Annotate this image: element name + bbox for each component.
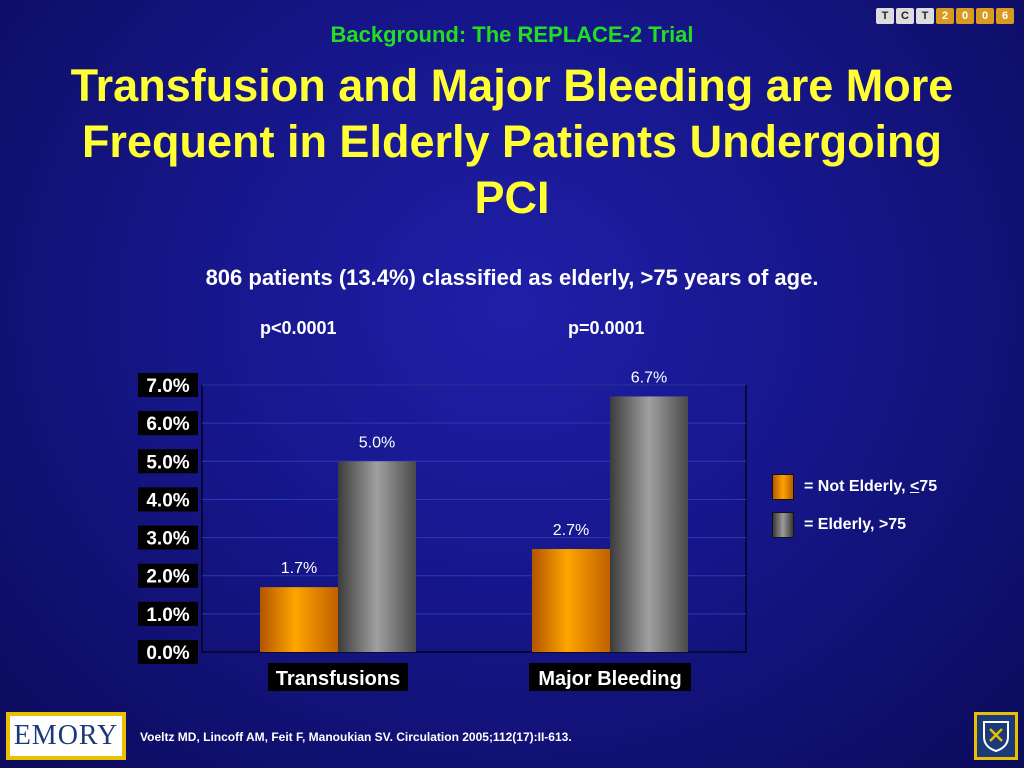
- bar: [610, 396, 688, 652]
- bar-data-label: 1.7%: [281, 560, 317, 577]
- bar: [338, 461, 416, 652]
- tct-digit: 6: [996, 8, 1014, 24]
- y-tick-label: 4.0%: [146, 490, 189, 511]
- legend-label-not-elderly: = Not Elderly, <75: [804, 478, 938, 495]
- y-tick-label-bg: [138, 449, 198, 474]
- tct-digit: 0: [976, 8, 994, 24]
- shield-icon: [977, 715, 1015, 757]
- tct-letter: T: [876, 8, 894, 24]
- legend-label-elderly: = Elderly, >75: [804, 516, 906, 533]
- emory-logo: EMORY: [6, 712, 126, 760]
- y-tick-label-bg: [138, 373, 198, 397]
- y-tick-label-bg: [138, 411, 198, 436]
- bar-data-label: 6.7%: [631, 369, 667, 386]
- slide-title: Transfusion and Major Bleeding are More …: [70, 60, 954, 223]
- emory-logo-text: EMORY: [10, 716, 122, 756]
- legend-item-elderly: = Elderly, >75: [772, 512, 937, 538]
- y-tick-label: 2.0%: [146, 567, 189, 588]
- y-tick-label: 3.0%: [146, 529, 189, 550]
- x-tick-label-bg: [268, 663, 408, 691]
- y-tick-label-bg: [138, 487, 198, 512]
- bar-data-label: 2.7%: [553, 522, 589, 539]
- y-tick-label-bg: [138, 563, 198, 588]
- bar-data-label: 5.0%: [359, 434, 395, 451]
- slide-subtitle: 806 patients (13.4%) classified as elder…: [205, 265, 819, 290]
- tct-digit: 0: [956, 8, 974, 24]
- p-value-transfusions: p<0.0001: [260, 318, 337, 338]
- tct-digit: 2: [936, 8, 954, 24]
- tct-2006-logo: T C T 2 0 0 6: [876, 8, 1014, 24]
- legend-swatch-orange: [772, 474, 794, 500]
- legend-item-not-elderly: = Not Elderly, <75: [772, 474, 937, 500]
- y-tick-label-bg: [138, 640, 198, 664]
- y-tick-label-bg: [138, 601, 198, 626]
- y-tick-label: 5.0%: [146, 452, 189, 473]
- bar: [260, 587, 338, 652]
- bar: [532, 549, 610, 652]
- emory-shield-logo: [974, 712, 1018, 760]
- y-tick-label: 7.0%: [146, 376, 189, 397]
- y-tick-label: 1.0%: [146, 605, 189, 626]
- x-tick-label: Transfusions: [276, 668, 400, 690]
- p-value-major-bleeding: p=0.0001: [568, 318, 645, 338]
- citation: Voeltz MD, Lincoff AM, Feit F, Manoukian…: [140, 730, 572, 744]
- legend-swatch-gray: [772, 512, 794, 538]
- y-tick-label: 6.0%: [146, 414, 189, 435]
- x-tick-label-bg: [529, 663, 691, 691]
- slide-supertitle: Background: The REPLACE-2 Trial: [330, 22, 694, 47]
- chart-legend: = Not Elderly, <75 = Elderly, >75: [772, 474, 937, 550]
- x-tick-label: Major Bleeding: [538, 668, 681, 690]
- tct-letter: C: [896, 8, 914, 24]
- tct-letter: T: [916, 8, 934, 24]
- y-tick-label-bg: [138, 525, 198, 550]
- y-tick-label: 0.0%: [146, 643, 189, 664]
